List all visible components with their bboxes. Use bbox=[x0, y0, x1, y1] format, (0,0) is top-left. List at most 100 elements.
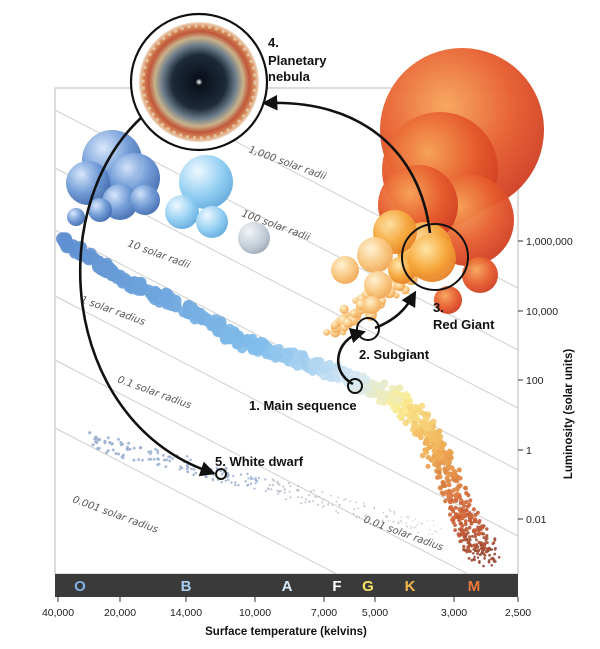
white-dwarf-dot bbox=[288, 490, 291, 493]
white-dwarf-dot bbox=[277, 492, 280, 495]
star-dot bbox=[477, 519, 482, 523]
star-dot bbox=[458, 501, 463, 506]
star-dot bbox=[426, 420, 434, 427]
white-dwarf-dot bbox=[399, 519, 402, 522]
white-dwarf-dot bbox=[154, 447, 157, 451]
star-dot bbox=[422, 415, 430, 422]
y-tick-label: 1 bbox=[526, 445, 532, 457]
giant-star bbox=[357, 237, 393, 273]
white-dwarf-dot bbox=[398, 521, 400, 523]
white-dwarf-dot bbox=[156, 463, 160, 467]
white-dwarf-dot bbox=[300, 502, 303, 505]
star-dot bbox=[170, 301, 182, 313]
x-tick-label: 20,000 bbox=[104, 607, 136, 619]
white-dwarf-dot bbox=[431, 533, 433, 535]
star-dot bbox=[470, 558, 474, 562]
star-dot bbox=[465, 537, 469, 542]
star-dot bbox=[135, 280, 148, 293]
white-dwarf-dot bbox=[392, 521, 394, 523]
star-dot bbox=[473, 535, 477, 539]
x-axis-title: Surface temperature (kelvins) bbox=[205, 626, 367, 638]
star-dot bbox=[459, 507, 464, 512]
stage-label-subgiant: 2. Subgiant bbox=[359, 347, 430, 362]
y-tick-label: 10,000 bbox=[526, 306, 558, 318]
star-dot bbox=[468, 518, 473, 522]
star-dot bbox=[251, 343, 261, 354]
white-dwarf-dot bbox=[414, 518, 417, 520]
star-dot bbox=[162, 290, 174, 302]
white-dwarf-dot bbox=[375, 520, 377, 522]
star-dot bbox=[471, 534, 474, 538]
star-dot bbox=[469, 544, 474, 548]
white-dwarf-marker bbox=[215, 468, 227, 480]
white-dwarf-dot bbox=[390, 510, 392, 513]
white-dwarf-dot bbox=[165, 458, 169, 462]
star-dot bbox=[468, 549, 472, 554]
star-dot bbox=[477, 530, 481, 535]
white-dwarf-dot bbox=[382, 519, 384, 522]
star-dot bbox=[494, 546, 497, 550]
white-dwarf-dot bbox=[397, 522, 399, 524]
white-dwarf-dot bbox=[349, 500, 352, 503]
star-dot bbox=[283, 353, 293, 363]
star-dot bbox=[480, 524, 484, 528]
star-dot bbox=[476, 552, 480, 555]
subgiant-dot bbox=[349, 308, 359, 318]
subgiant-marker bbox=[356, 317, 380, 341]
star-dot bbox=[469, 521, 474, 526]
white-dwarf-dot bbox=[244, 480, 247, 483]
star-dot bbox=[425, 463, 431, 469]
white-dwarf-dot bbox=[187, 466, 190, 469]
star-dot bbox=[476, 556, 480, 559]
white-dwarf-dot bbox=[308, 501, 311, 503]
white-dwarf-dot bbox=[305, 498, 308, 501]
white-dwarf-dot bbox=[362, 502, 365, 504]
star-dot bbox=[459, 532, 463, 537]
star-dot bbox=[492, 541, 496, 545]
star-dot bbox=[441, 483, 446, 488]
star-dot bbox=[161, 298, 173, 310]
star-dot bbox=[368, 387, 376, 396]
giant-star bbox=[408, 234, 456, 282]
white-dwarf-dot bbox=[401, 521, 403, 523]
white-dwarf-dot bbox=[331, 504, 334, 507]
white-dwarf-dot bbox=[246, 472, 249, 476]
star-dot bbox=[445, 452, 451, 458]
stage-label-white-dwarf: 5. White dwarf bbox=[215, 454, 304, 469]
spectral-class-m: M bbox=[468, 578, 481, 595]
star-dot bbox=[438, 441, 445, 447]
white-dwarf-dot bbox=[114, 452, 118, 455]
white-dwarf-dot bbox=[257, 476, 260, 480]
x-tick-label: 40,000 bbox=[42, 607, 74, 619]
star-dot bbox=[488, 553, 491, 557]
spectral-class-bar bbox=[55, 574, 518, 597]
radius-line bbox=[55, 427, 338, 574]
white-dwarf-dot bbox=[393, 510, 395, 513]
spectral-class-g: G bbox=[362, 578, 374, 595]
white-dwarf-dot bbox=[237, 484, 240, 487]
star-dot bbox=[482, 564, 485, 568]
white-dwarf-dot bbox=[367, 519, 370, 521]
white-dwarf-dot bbox=[410, 527, 412, 529]
white-dwarf-dot bbox=[426, 519, 428, 521]
white-dwarf-dot bbox=[393, 511, 396, 514]
star-dot bbox=[476, 510, 480, 515]
star-dot bbox=[425, 425, 432, 432]
white-dwarf-dot bbox=[405, 525, 408, 527]
white-dwarf-dot bbox=[128, 447, 132, 451]
star-dot bbox=[401, 407, 409, 415]
white-dwarf-dot bbox=[156, 449, 160, 453]
white-dwarf-dot bbox=[365, 514, 368, 516]
star-dot bbox=[477, 549, 481, 553]
white-dwarf-dot bbox=[285, 498, 288, 501]
star-dot bbox=[414, 406, 421, 413]
white-dwarf-dot bbox=[147, 450, 151, 454]
star-dot bbox=[464, 499, 469, 505]
star-dot bbox=[466, 531, 470, 535]
star-dot bbox=[472, 528, 477, 532]
star-dot bbox=[460, 523, 465, 528]
star-dot bbox=[418, 402, 426, 409]
star-dot bbox=[119, 272, 131, 285]
star-dot bbox=[446, 491, 451, 496]
